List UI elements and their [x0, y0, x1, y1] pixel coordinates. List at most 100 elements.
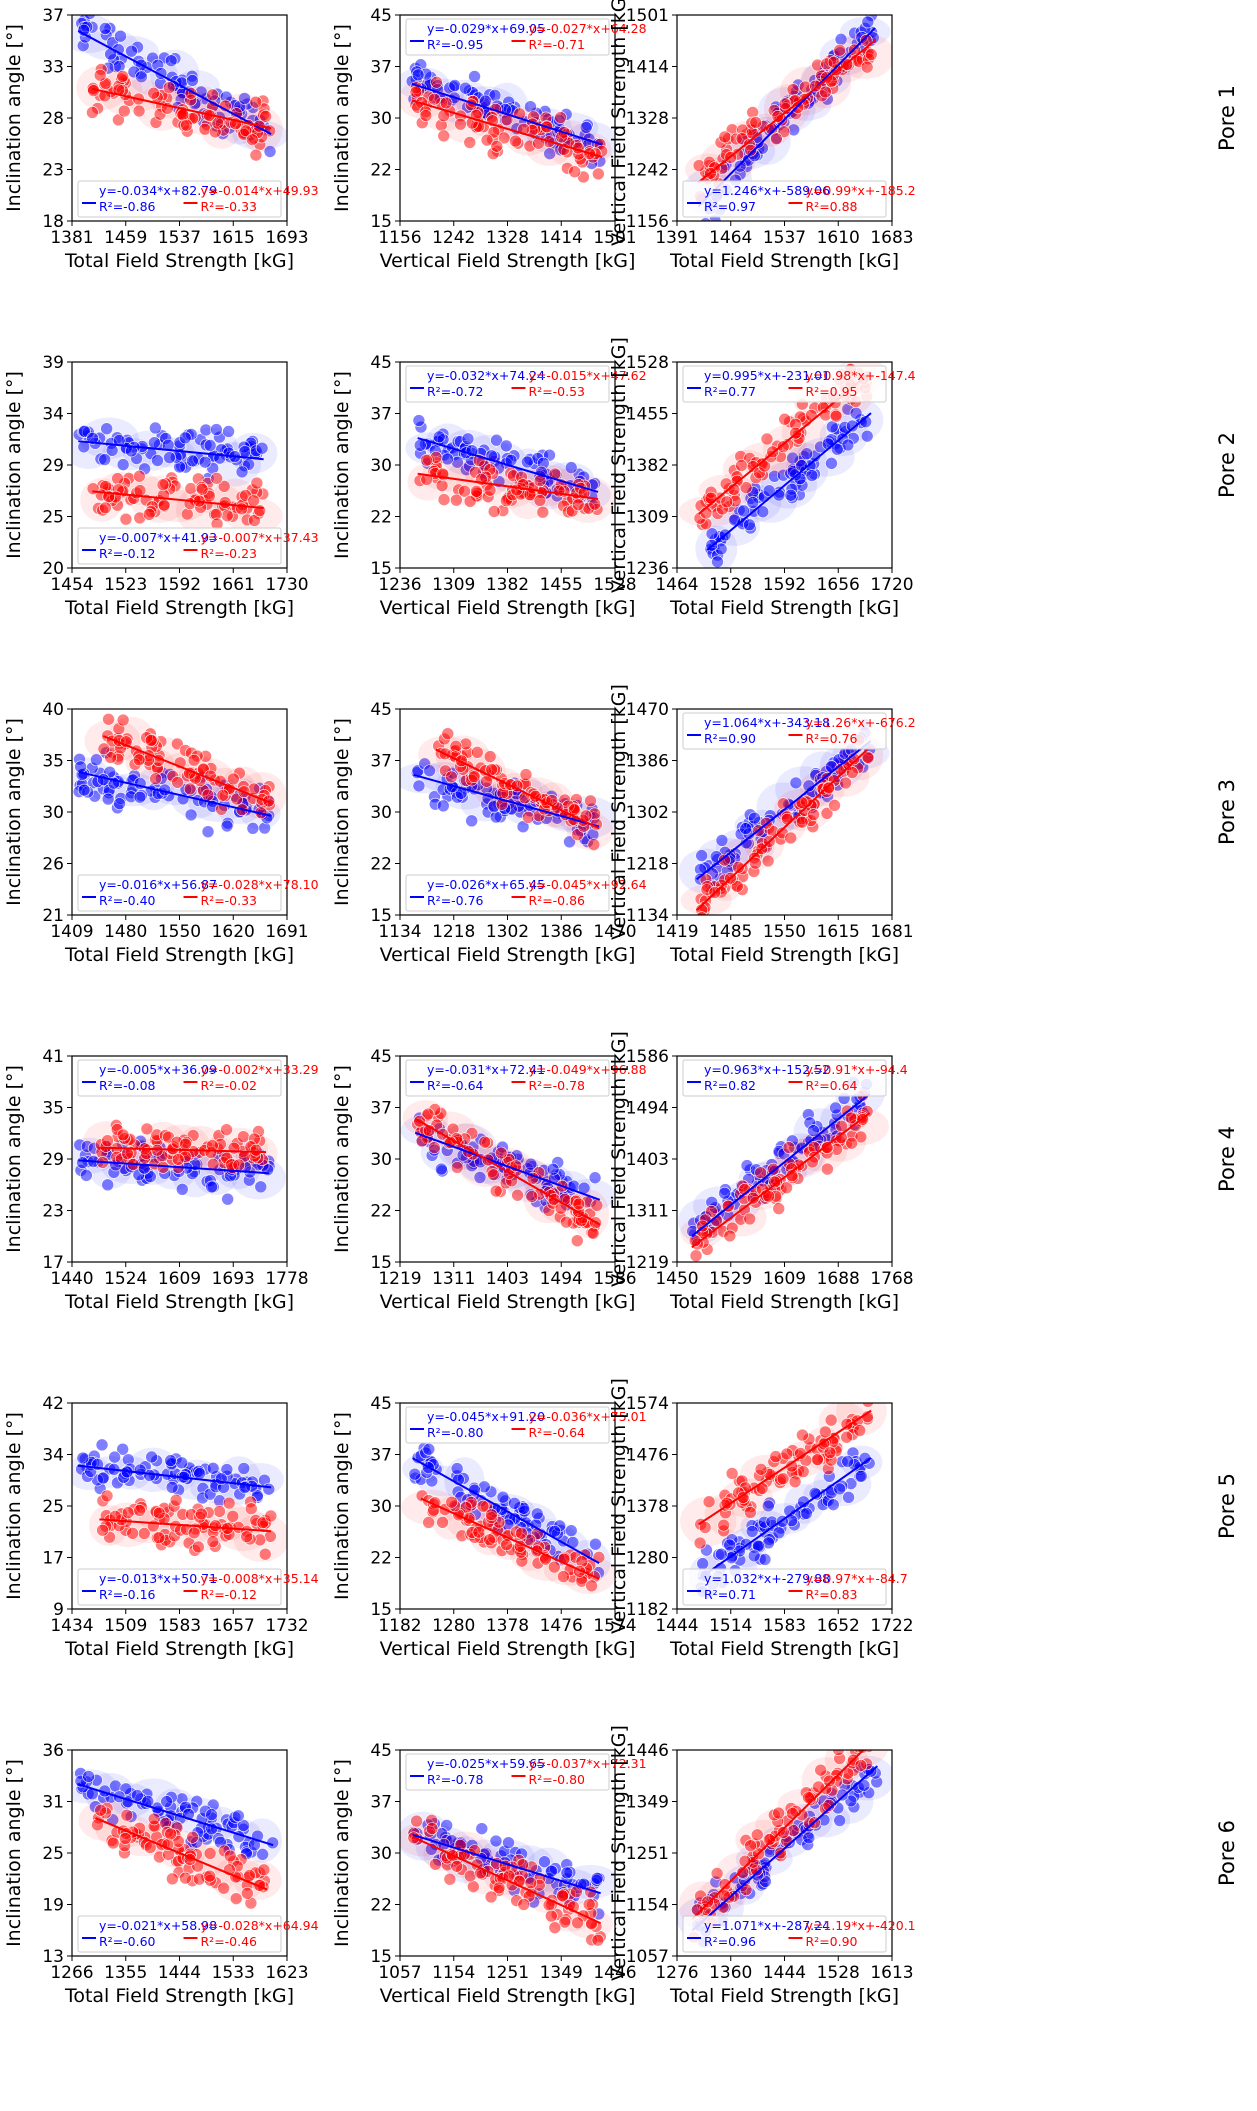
data-point — [702, 1495, 716, 1509]
data-point — [203, 439, 217, 452]
pore-row-3: 1409 1480 1550 1620 1691 21 26 30 35 40 Total Fiel… — [3, 684, 1239, 966]
y-tick-label: 30 — [42, 803, 64, 823]
legend-box — [405, 1753, 610, 1791]
data-point — [545, 1864, 558, 1878]
y-tick-label: 33 — [42, 58, 64, 78]
y-tick-label: 45 — [370, 1394, 392, 1414]
plot-area — [400, 727, 615, 851]
regression-line — [92, 490, 264, 510]
data-point — [117, 104, 131, 118]
data-point — [784, 831, 798, 845]
data-point — [476, 1499, 490, 1513]
data-point — [101, 1134, 114, 1147]
x-axis-label: Vertical Field Strength [kG] — [380, 1638, 636, 1660]
legend-equation: y=0.91*x+-94.4 — [806, 1062, 908, 1077]
data-point — [835, 1131, 848, 1144]
x-tick-label: 1455 — [540, 575, 583, 595]
regression-line — [99, 1518, 272, 1533]
data-point — [98, 22, 112, 35]
panel-vertical_vs_inclination: 1156 1242 1328 1414 1501 15 22 30 37 45 Vertical F… — [331, 6, 647, 272]
legend-r-squared: R²=0.90 — [704, 731, 756, 746]
data-point — [748, 811, 761, 825]
data-point — [195, 482, 209, 496]
data-point — [800, 447, 814, 460]
data-point — [83, 15, 96, 20]
panel-total_vs_inclination: 1409 1480 1550 1620 1691 21 26 30 35 40 Total Fiel… — [3, 700, 319, 966]
data-point — [409, 85, 423, 99]
x-tick-label: 1583 — [158, 1616, 201, 1636]
y-tick-label: 1242 — [626, 161, 669, 181]
data-point — [157, 498, 171, 512]
data-point — [235, 465, 249, 479]
data-point — [425, 1822, 439, 1835]
data-point — [450, 1161, 464, 1174]
data-point — [588, 1171, 602, 1185]
data-point — [538, 1855, 551, 1868]
data-point — [210, 423, 223, 436]
legend-equation: y=-0.013*x+50.71 — [99, 1571, 217, 1586]
y-axis-label: Inclination angle [°] — [3, 371, 25, 559]
y-axis-label: Vertical Field Strength [kG] — [608, 684, 630, 940]
data-point — [777, 1826, 790, 1839]
data-point — [161, 438, 175, 452]
x-tick-label: 1620 — [212, 922, 255, 942]
data-point — [428, 92, 441, 106]
y-tick-label: 1057 — [626, 1947, 669, 1967]
legend-equation: y=-0.026*x+65.45 — [427, 877, 545, 892]
x-tick-label: 1681 — [870, 922, 913, 942]
y-tick-label: 23 — [42, 161, 64, 181]
x-axis-label: Total Field Strength [kG] — [64, 944, 294, 966]
y-tick-label: 37 — [370, 1793, 392, 1813]
data-point — [175, 1182, 189, 1196]
pore-label: Pore 4 — [1215, 1126, 1239, 1192]
data-point — [772, 1202, 786, 1215]
data-point — [715, 834, 729, 847]
y-tick-label: 37 — [370, 58, 392, 78]
x-tick-label: 1623 — [265, 1963, 308, 1983]
data-point — [108, 1450, 121, 1464]
data-point — [222, 1496, 236, 1510]
data-point — [186, 1830, 199, 1844]
legend-equation: y=-0.015*x+47.62 — [529, 368, 647, 383]
data-point — [804, 408, 818, 422]
x-tick-label: 1501 — [593, 228, 636, 248]
y-axis-label: Inclination angle [°] — [331, 1065, 353, 1253]
x-tick-label: 1382 — [486, 575, 529, 595]
x-tick-label: 1652 — [817, 1616, 860, 1636]
data-point — [437, 129, 451, 143]
x-tick-label: 1266 — [50, 1963, 93, 1983]
y-axis-label: Inclination angle [°] — [3, 1412, 25, 1600]
data-point — [259, 109, 272, 123]
pore-row-5: 1434 1509 1583 1657 1732 9 17 25 34 42 Total Field… — [3, 1378, 1239, 1660]
data-point — [689, 1249, 703, 1262]
data-point — [845, 766, 859, 779]
x-tick-label: 1550 — [158, 922, 201, 942]
legend-r-squared: R²=-0.80 — [529, 1772, 586, 1787]
panel-vertical_vs_inclination: 1134 1218 1302 1386 1470 15 22 30 37 45 Vertical F… — [331, 700, 647, 966]
data-point — [715, 1547, 728, 1561]
data-point — [223, 1849, 237, 1863]
data-point — [125, 44, 138, 58]
regression-line — [78, 1159, 270, 1175]
y-tick-label: 37 — [370, 752, 392, 772]
x-tick-label: 1732 — [265, 1616, 308, 1636]
regression-line — [414, 1131, 601, 1201]
regression-line — [413, 773, 600, 828]
data-point — [171, 776, 184, 789]
data-point — [591, 1933, 605, 1947]
data-point — [470, 485, 483, 498]
data-point — [147, 86, 160, 100]
y-tick-label: 31 — [42, 1793, 64, 1813]
regression-line — [411, 82, 603, 146]
legend-box — [682, 1059, 887, 1097]
legend-r-squared: R²=0.77 — [704, 384, 756, 399]
legend-r-squared: R²=0.95 — [806, 384, 858, 399]
data-point — [193, 1467, 206, 1480]
data-point — [564, 461, 578, 474]
panel-total_vs_vertical: 1419 1485 1550 1615 1681 1134 1218 1302 1386 1470… — [608, 684, 916, 966]
data-point — [109, 1779, 122, 1793]
data-point — [244, 1502, 258, 1516]
data-point — [264, 1509, 278, 1523]
data-point — [718, 1186, 731, 1200]
